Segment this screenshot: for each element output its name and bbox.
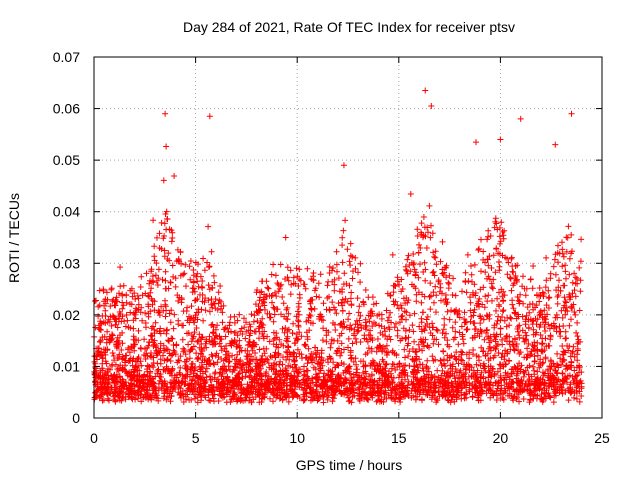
data-point	[517, 115, 524, 122]
x-tick-label: 5	[192, 430, 200, 446]
y-tick-label: 0.04	[53, 204, 80, 220]
x-tick-label: 10	[289, 430, 305, 446]
data-point	[422, 87, 429, 94]
x-tick-label: 0	[90, 430, 98, 446]
data-point	[340, 162, 347, 169]
data-point	[206, 113, 213, 120]
chart-title: Day 284 of 2021, Rate Of TEC Index for r…	[183, 19, 515, 35]
y-tick-label: 0.06	[53, 101, 80, 117]
data-point	[568, 110, 575, 117]
x-axis-label: GPS time / hours	[296, 457, 403, 473]
data-point	[162, 110, 169, 117]
x-tick-label: 20	[493, 430, 509, 446]
y-tick-labels: 0 0.01 0.02 0.03 0.04 0.05 0.06 0.07	[53, 49, 80, 426]
y-tick-label: 0.02	[53, 307, 80, 323]
y-tick-label: 0.07	[53, 49, 80, 65]
y-tick-label: 0.05	[53, 152, 80, 168]
axis-ticks	[93, 56, 603, 419]
y-tick-label: 0.03	[53, 255, 80, 271]
data-point	[473, 139, 480, 146]
y-tick-label: 0	[72, 410, 80, 426]
x-tick-label: 15	[391, 430, 407, 446]
scatter-markers	[91, 143, 585, 406]
y-tick-label: 0.01	[53, 358, 80, 374]
data-points	[91, 87, 585, 406]
data-point	[552, 141, 559, 148]
plot-frame	[93, 56, 603, 419]
data-point	[497, 136, 504, 143]
y-axis-label: ROTI / TECUs	[6, 193, 22, 283]
x-tick-labels: 0 5 10 15 20 25	[90, 430, 610, 446]
data-point	[428, 102, 435, 109]
x-tick-label: 25	[594, 430, 610, 446]
